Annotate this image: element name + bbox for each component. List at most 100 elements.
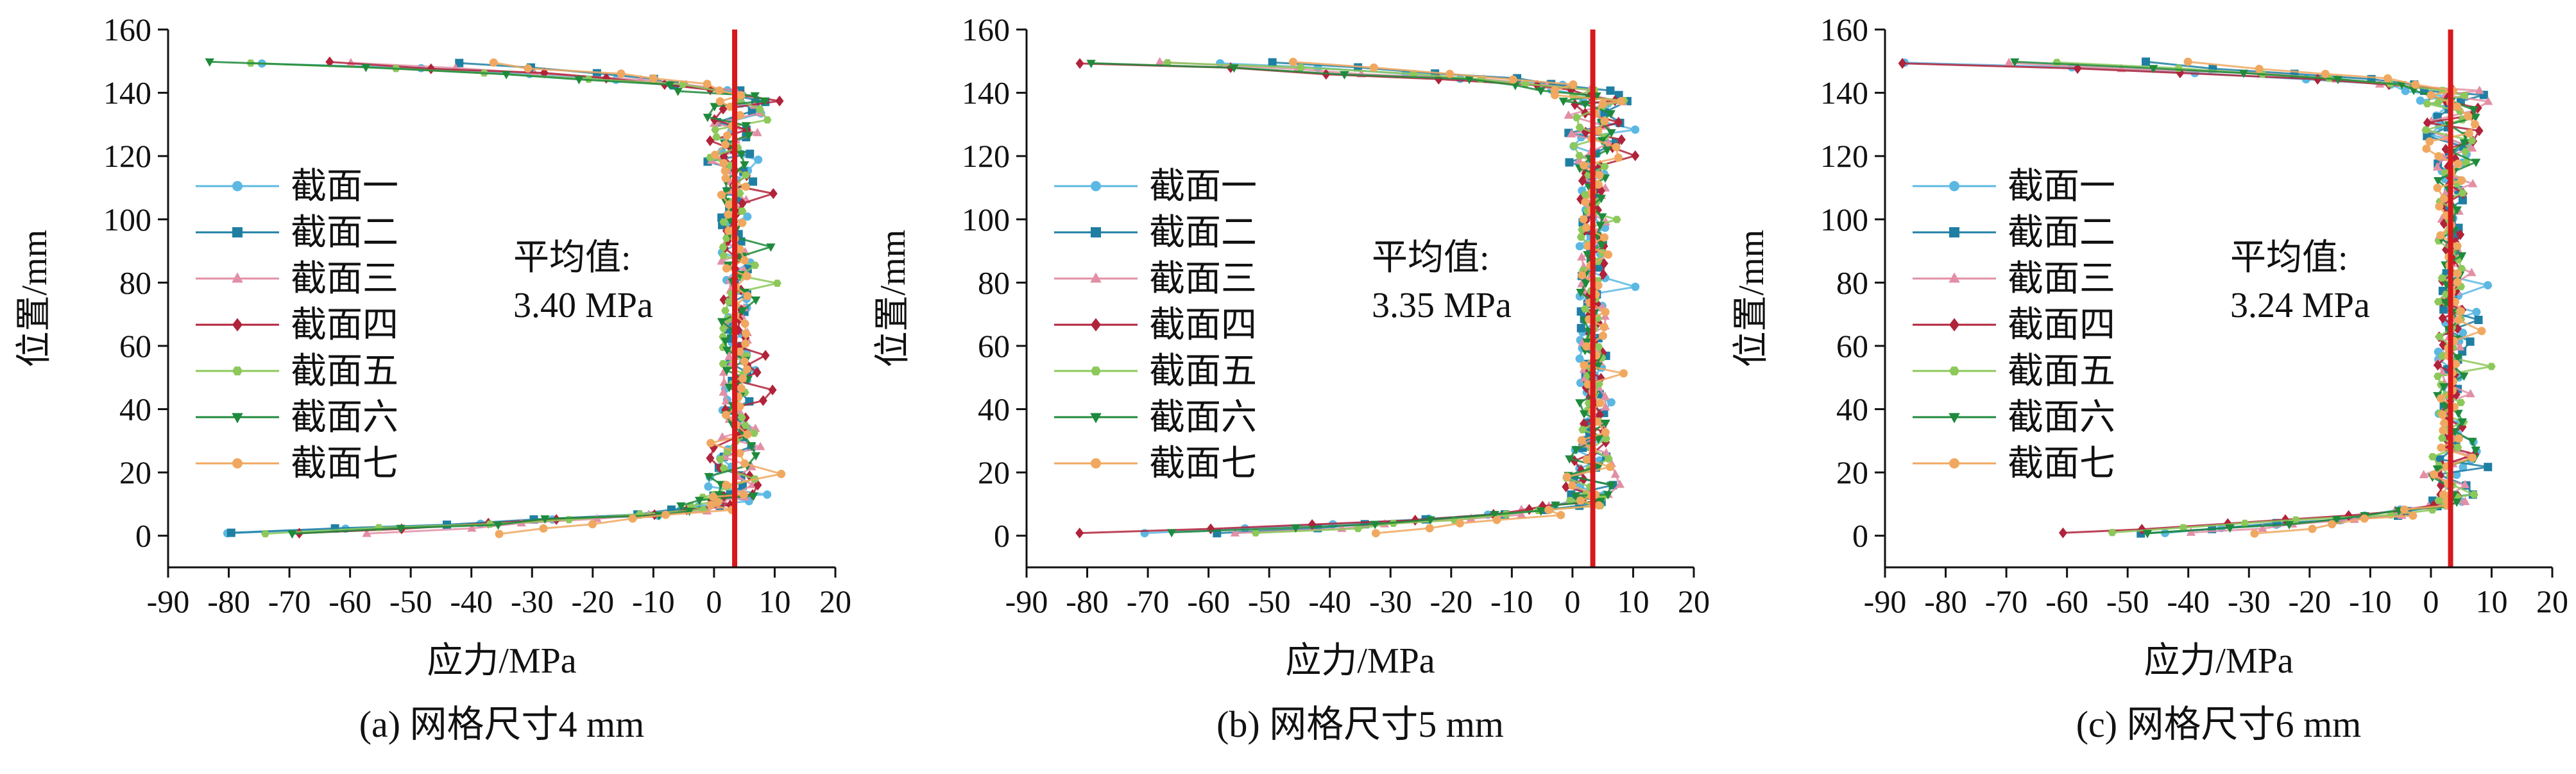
series-5-point xyxy=(1409,70,1418,78)
series-3-point xyxy=(2466,389,2475,398)
series-6-point xyxy=(502,71,511,80)
series-7-point xyxy=(2457,176,2466,185)
series-7-point xyxy=(740,459,749,468)
legend-label: 截面六 xyxy=(1149,398,1257,438)
series-7-point xyxy=(2425,137,2434,146)
series-7-point xyxy=(1492,515,1501,524)
series-1-point xyxy=(1631,125,1640,134)
series-7-point xyxy=(1598,99,1607,108)
series-5-point xyxy=(2108,529,2117,537)
series-7-point xyxy=(2255,64,2264,73)
series-5-point xyxy=(2434,497,2443,504)
y-tick-label: 140 xyxy=(1820,75,1868,111)
series-3-point xyxy=(2455,342,2465,351)
series-2-point xyxy=(592,69,601,78)
series-7-point xyxy=(2328,520,2337,529)
series-6-point xyxy=(1595,221,1605,230)
series-5-point xyxy=(1580,191,1589,198)
series-3-point xyxy=(2460,479,2470,488)
series-7-point xyxy=(2360,514,2369,523)
series-5-point xyxy=(2423,99,2432,108)
series-6-point xyxy=(717,318,727,327)
series-6-point xyxy=(1602,146,1612,155)
series-3-point xyxy=(719,387,728,396)
series-5-point xyxy=(719,465,728,472)
series-7-point xyxy=(1595,171,1604,180)
y-tick-label: 120 xyxy=(103,138,151,174)
x-tick-label: 10 xyxy=(2475,583,2507,619)
y-tick-label: 140 xyxy=(103,75,151,111)
series-7-point xyxy=(1594,180,1603,189)
series-6-point xyxy=(1601,419,1610,428)
series-7-point xyxy=(724,210,733,219)
series-7-point xyxy=(717,191,726,200)
legend-marker xyxy=(1949,272,1960,283)
series-7-point xyxy=(539,524,548,533)
series-2-point xyxy=(2484,463,2493,472)
legend-label: 截面一 xyxy=(1149,167,1257,207)
series-2-point xyxy=(2439,305,2448,314)
x-tick-label: -70 xyxy=(1985,583,2028,619)
series-7-point xyxy=(2468,453,2477,462)
y-tick-label: 100 xyxy=(962,202,1010,237)
series-6-point xyxy=(2468,438,2477,447)
series-7-point xyxy=(738,374,747,383)
series-1-point xyxy=(1631,282,1640,291)
mean-annotation: 平均值: 3.35 MPa xyxy=(1372,238,1512,325)
series-7-point xyxy=(2400,505,2409,514)
legend-label: 截面一 xyxy=(2008,167,2115,207)
legend-marker xyxy=(1091,366,1101,375)
series-7-point xyxy=(1578,271,1587,280)
series-7-point xyxy=(2453,102,2462,111)
series-6-point xyxy=(1579,410,1589,419)
series-3-point xyxy=(346,58,355,67)
series-6-point xyxy=(361,64,371,73)
series-6-point xyxy=(2452,498,2462,507)
series-7-point xyxy=(2436,231,2445,240)
series-6-point xyxy=(694,497,704,506)
series-5-point xyxy=(1578,426,1587,434)
series-6-point xyxy=(1576,289,1585,298)
series-5-point xyxy=(712,133,721,141)
series-7-point xyxy=(1576,496,1585,505)
series-7-point xyxy=(1446,69,1454,78)
panel-caption: (c) 网格尺寸6 mm xyxy=(2076,703,2362,745)
x-tick-label: -10 xyxy=(1490,583,1533,619)
series-2-point xyxy=(1594,263,1603,272)
series-3-point xyxy=(1567,129,1576,138)
series-7-point xyxy=(710,150,719,159)
series-6-point xyxy=(1583,251,1592,260)
series-4-point xyxy=(1898,58,1907,69)
series-7-point xyxy=(719,159,728,168)
series-7-point xyxy=(2439,490,2448,499)
series-4-point xyxy=(2451,153,2460,164)
series-6-point xyxy=(722,366,731,375)
series-1-point xyxy=(1575,242,1584,251)
series-5-point xyxy=(1569,142,1578,150)
series-6-point xyxy=(760,97,770,106)
series-7-point xyxy=(588,520,597,529)
series-7-point xyxy=(739,490,748,499)
series-5-point xyxy=(2458,189,2467,197)
series-6-point xyxy=(1086,60,1096,69)
series-6-point xyxy=(1606,481,1616,490)
mean-annotation: 平均值: 3.40 MPa xyxy=(513,238,653,325)
series-6-point xyxy=(2225,524,2235,533)
series-4-point xyxy=(1075,528,1084,539)
series-7-point xyxy=(2250,529,2259,538)
series-7-point xyxy=(2454,316,2463,325)
series-6-point xyxy=(673,87,683,96)
series-2-point xyxy=(1576,323,1585,332)
series-6-point xyxy=(710,103,719,112)
series-7-point xyxy=(1557,511,1565,520)
y-tick-label: 60 xyxy=(1836,328,1868,364)
legend-label: 截面五 xyxy=(1149,352,1257,391)
series-5-point xyxy=(1521,80,1530,88)
series-5-point xyxy=(738,207,747,215)
series-3-point xyxy=(1601,448,1611,457)
series-5-point xyxy=(2461,148,2470,155)
series-4-point xyxy=(706,452,715,464)
legend-label: 截面五 xyxy=(2008,352,2115,391)
series-7-point xyxy=(741,340,750,348)
